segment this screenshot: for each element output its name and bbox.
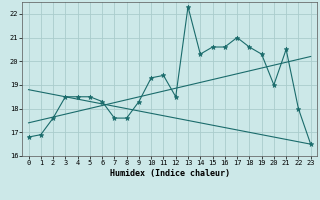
X-axis label: Humidex (Indice chaleur): Humidex (Indice chaleur) <box>110 169 230 178</box>
